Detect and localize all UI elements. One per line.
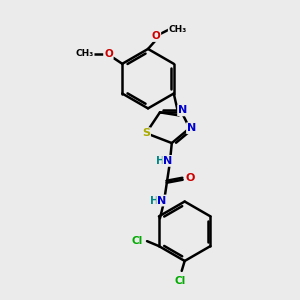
Text: O: O	[152, 31, 160, 41]
Text: CH₃: CH₃	[76, 50, 94, 58]
Text: CH₃: CH₃	[169, 25, 187, 34]
Text: Cl: Cl	[174, 276, 185, 286]
Text: O: O	[104, 49, 113, 59]
Text: N: N	[157, 196, 167, 206]
Text: Cl: Cl	[131, 236, 143, 246]
Text: S: S	[142, 128, 150, 138]
Text: N: N	[163, 156, 172, 166]
Text: H: H	[155, 156, 164, 166]
Text: O: O	[186, 173, 195, 183]
Text: H: H	[150, 196, 158, 206]
Text: N: N	[187, 123, 196, 133]
Text: N: N	[178, 105, 187, 116]
